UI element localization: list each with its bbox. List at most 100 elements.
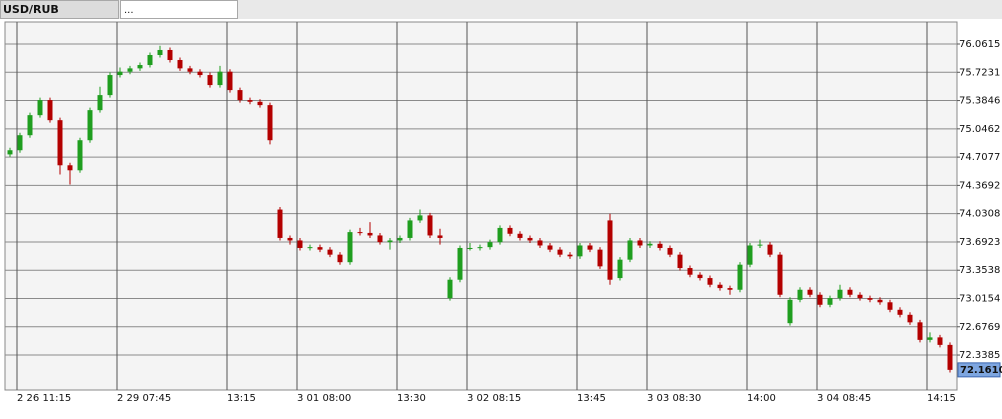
candle-body <box>67 165 73 171</box>
tab-bar <box>0 0 1002 19</box>
candle-body <box>17 135 23 151</box>
candle-body <box>307 247 313 249</box>
candle-body <box>47 100 53 121</box>
candle-body <box>327 249 333 255</box>
candle-body <box>907 314 913 323</box>
y-tick-label: 72.3385 <box>959 350 1000 361</box>
candle-body <box>237 90 243 101</box>
x-tick-label: 3 03 08:30 <box>647 393 701 404</box>
candle-body <box>587 245 593 250</box>
candle-body <box>737 264 743 290</box>
x-tick-label: 13:15 <box>227 393 256 404</box>
candle-body <box>337 254 343 263</box>
candle-body <box>167 49 173 61</box>
candle-body <box>597 249 603 267</box>
candle-body <box>7 150 13 155</box>
candle-body <box>757 244 763 246</box>
candle-body <box>187 68 193 72</box>
candle-body <box>827 298 833 305</box>
candle-body <box>647 243 653 246</box>
candle-body <box>207 75 213 86</box>
candle-body <box>697 274 703 279</box>
candle-body <box>867 298 873 300</box>
tab-title: ... <box>124 5 134 16</box>
tab[interactable] <box>120 0 238 19</box>
candle-body <box>427 215 433 236</box>
tab[interactable] <box>0 0 119 19</box>
candle-body <box>437 235 443 238</box>
candle-body <box>147 54 153 66</box>
candle-body <box>837 289 843 299</box>
x-tick-label: 3 01 08:00 <box>297 393 351 404</box>
candle-body <box>607 220 613 280</box>
last-price-box <box>957 362 1001 378</box>
candle-body <box>87 110 93 141</box>
candle-body <box>277 209 283 238</box>
candle-body <box>677 254 683 269</box>
x-tick-label: 2 26 11:15 <box>17 393 71 404</box>
candle-body <box>477 247 483 249</box>
candle-body <box>57 120 63 166</box>
candle-body <box>617 259 623 279</box>
candle-body <box>377 235 383 243</box>
candle-body <box>197 71 203 76</box>
plot-area <box>4 21 958 391</box>
y-tick-label: 74.3692 <box>959 180 1000 191</box>
y-tick-label: 74.0308 <box>959 209 1000 220</box>
candle-body <box>727 288 733 290</box>
candle-body <box>467 247 473 249</box>
y-tick-label: 75.3846 <box>959 96 1000 107</box>
candle-body <box>287 237 293 241</box>
candle-body <box>347 232 353 263</box>
candle-body <box>247 100 253 102</box>
candle-body <box>497 227 503 243</box>
y-tick-label: 73.0154 <box>959 293 1000 304</box>
candle-body <box>767 244 773 255</box>
candle-body <box>507 227 513 234</box>
candle-body <box>807 289 813 295</box>
candle-body <box>797 289 803 300</box>
candle-body <box>457 247 463 280</box>
y-tick-label: 75.0462 <box>959 124 1000 135</box>
candle-body <box>947 344 953 370</box>
x-tick-label: 13:30 <box>397 393 426 404</box>
candle-body <box>97 95 103 111</box>
candle-body <box>447 279 453 299</box>
candle-body <box>657 243 663 248</box>
y-tick-label: 72.6769 <box>959 322 1000 333</box>
candle-body <box>877 299 883 303</box>
candle-body <box>487 242 493 248</box>
candle-body <box>717 284 723 289</box>
candle-body <box>357 232 363 234</box>
candle-body <box>787 299 793 324</box>
candle-body <box>847 289 853 295</box>
candle-body <box>547 245 553 250</box>
candle-body <box>217 71 223 86</box>
candle-body <box>667 247 673 255</box>
candle-body <box>267 105 273 141</box>
candle-body <box>687 268 693 275</box>
y-tick-label: 73.6923 <box>959 237 1000 248</box>
candle-body <box>927 337 933 340</box>
candle-body <box>407 220 413 238</box>
candle-body <box>937 337 943 345</box>
candle-body <box>917 322 923 340</box>
candle-body <box>887 302 893 310</box>
x-tick-label: 3 02 08:15 <box>467 393 521 404</box>
candle-body <box>637 240 643 246</box>
candle-body <box>557 249 563 255</box>
candle-body <box>227 71 233 91</box>
candle-body <box>257 101 263 106</box>
candle-body <box>397 237 403 241</box>
candle-body <box>627 240 633 260</box>
tab-title: USD/RUB <box>3 3 59 16</box>
x-tick-label: 3 04 08:45 <box>817 393 871 404</box>
candle-body <box>777 254 783 295</box>
candle-body <box>417 215 423 221</box>
candle-body <box>817 294 823 305</box>
candle-body <box>177 60 183 69</box>
y-tick-label: 76.0615 <box>959 39 1000 50</box>
y-tick-label: 75.7231 <box>959 67 1000 78</box>
candle-body <box>77 140 83 171</box>
